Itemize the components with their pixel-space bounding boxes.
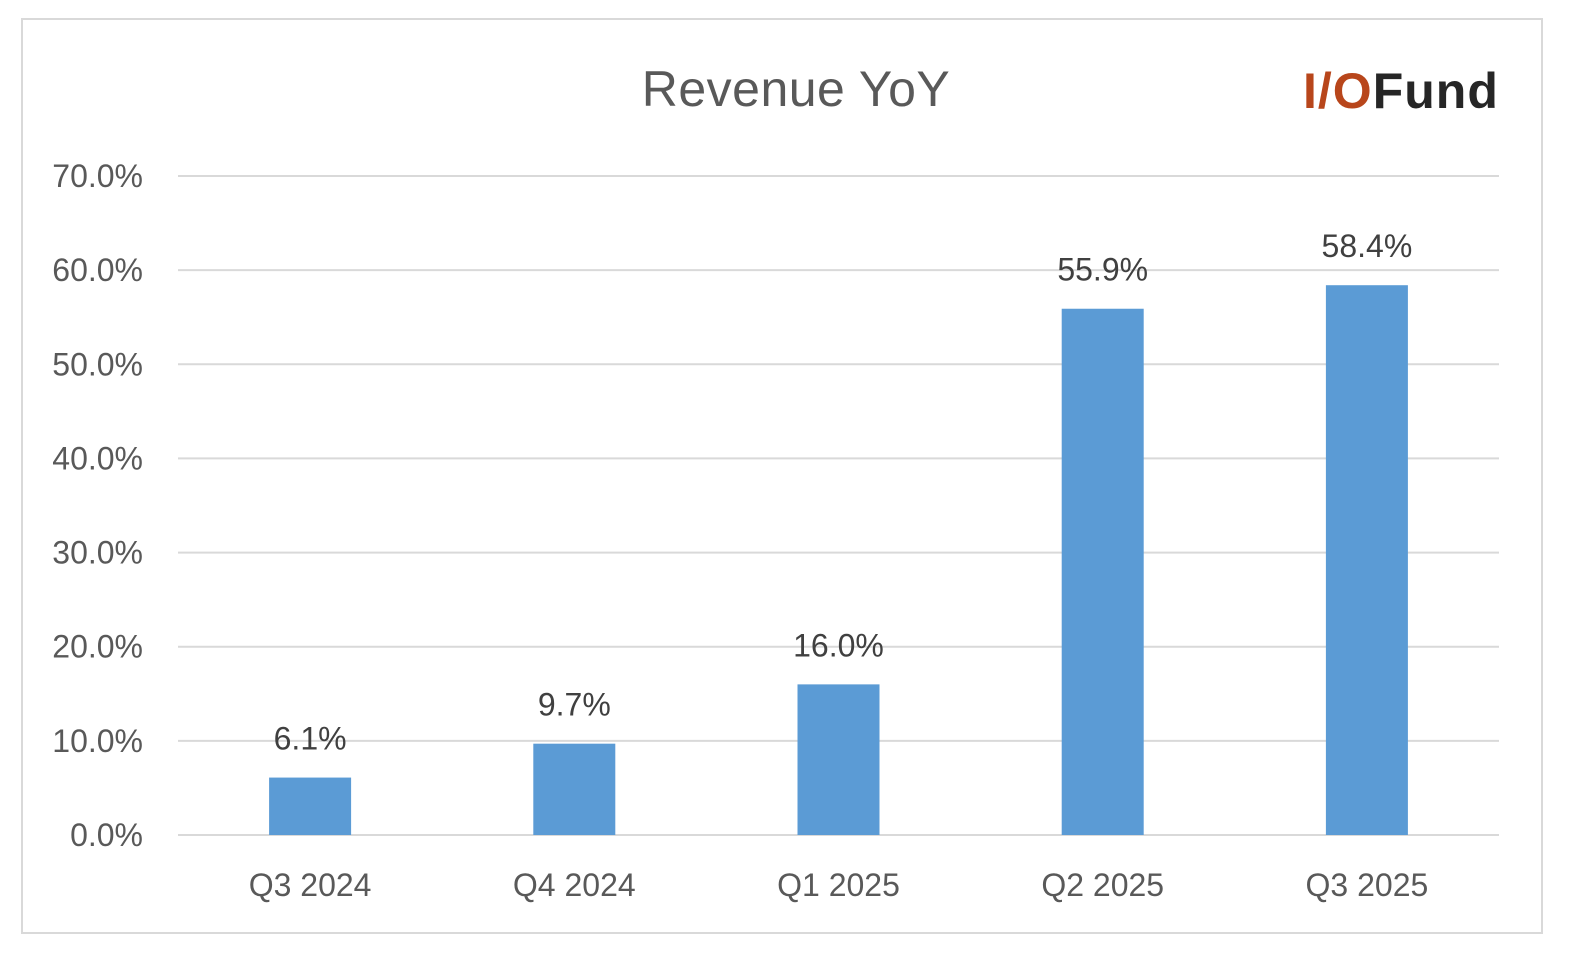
y-tick-label: 50.0% [52, 346, 143, 382]
y-tick-label: 10.0% [52, 723, 143, 759]
y-tick-label: 0.0% [70, 817, 143, 853]
logo-rest-text: Fund [1372, 63, 1499, 119]
y-tick-label: 30.0% [52, 535, 143, 571]
bars [269, 285, 1408, 836]
bar [797, 684, 880, 835]
x-axis-tick-labels: Q3 2024 Q4 2024 Q1 2025 Q2 2025 Q3 2025 [249, 867, 1429, 903]
data-label: 55.9% [1057, 252, 1148, 288]
x-tick-label: Q3 2024 [249, 867, 372, 903]
x-tick-label: Q1 2025 [777, 867, 900, 903]
x-tick-label: Q3 2025 [1306, 867, 1429, 903]
y-axis-tick-labels: 0.0% 10.0% 20.0% 30.0% 40.0% 50.0% 60.0% 70.0% [52, 158, 143, 853]
chart-title: Revenue YoY [641, 61, 951, 117]
brand-logo: I/OFund [1303, 62, 1499, 120]
x-tick-label: Q2 2025 [1041, 867, 1164, 903]
y-tick-label: 20.0% [52, 629, 143, 665]
x-tick-label: Q4 2024 [513, 867, 636, 903]
bar [269, 777, 352, 835]
bar [1325, 285, 1408, 836]
data-label: 6.1% [274, 721, 347, 757]
bar [1061, 308, 1144, 835]
data-label: 58.4% [1322, 228, 1413, 264]
data-label: 9.7% [538, 687, 611, 723]
data-labels: 6.1% 9.7% 16.0% 55.9% 58.4% [274, 228, 1413, 756]
y-tick-label: 40.0% [52, 440, 143, 476]
bar [533, 743, 616, 835]
y-tick-label: 60.0% [52, 252, 143, 288]
y-tick-label: 70.0% [52, 158, 143, 194]
data-label: 16.0% [793, 627, 884, 663]
logo-accent-text: I/O [1303, 63, 1373, 119]
